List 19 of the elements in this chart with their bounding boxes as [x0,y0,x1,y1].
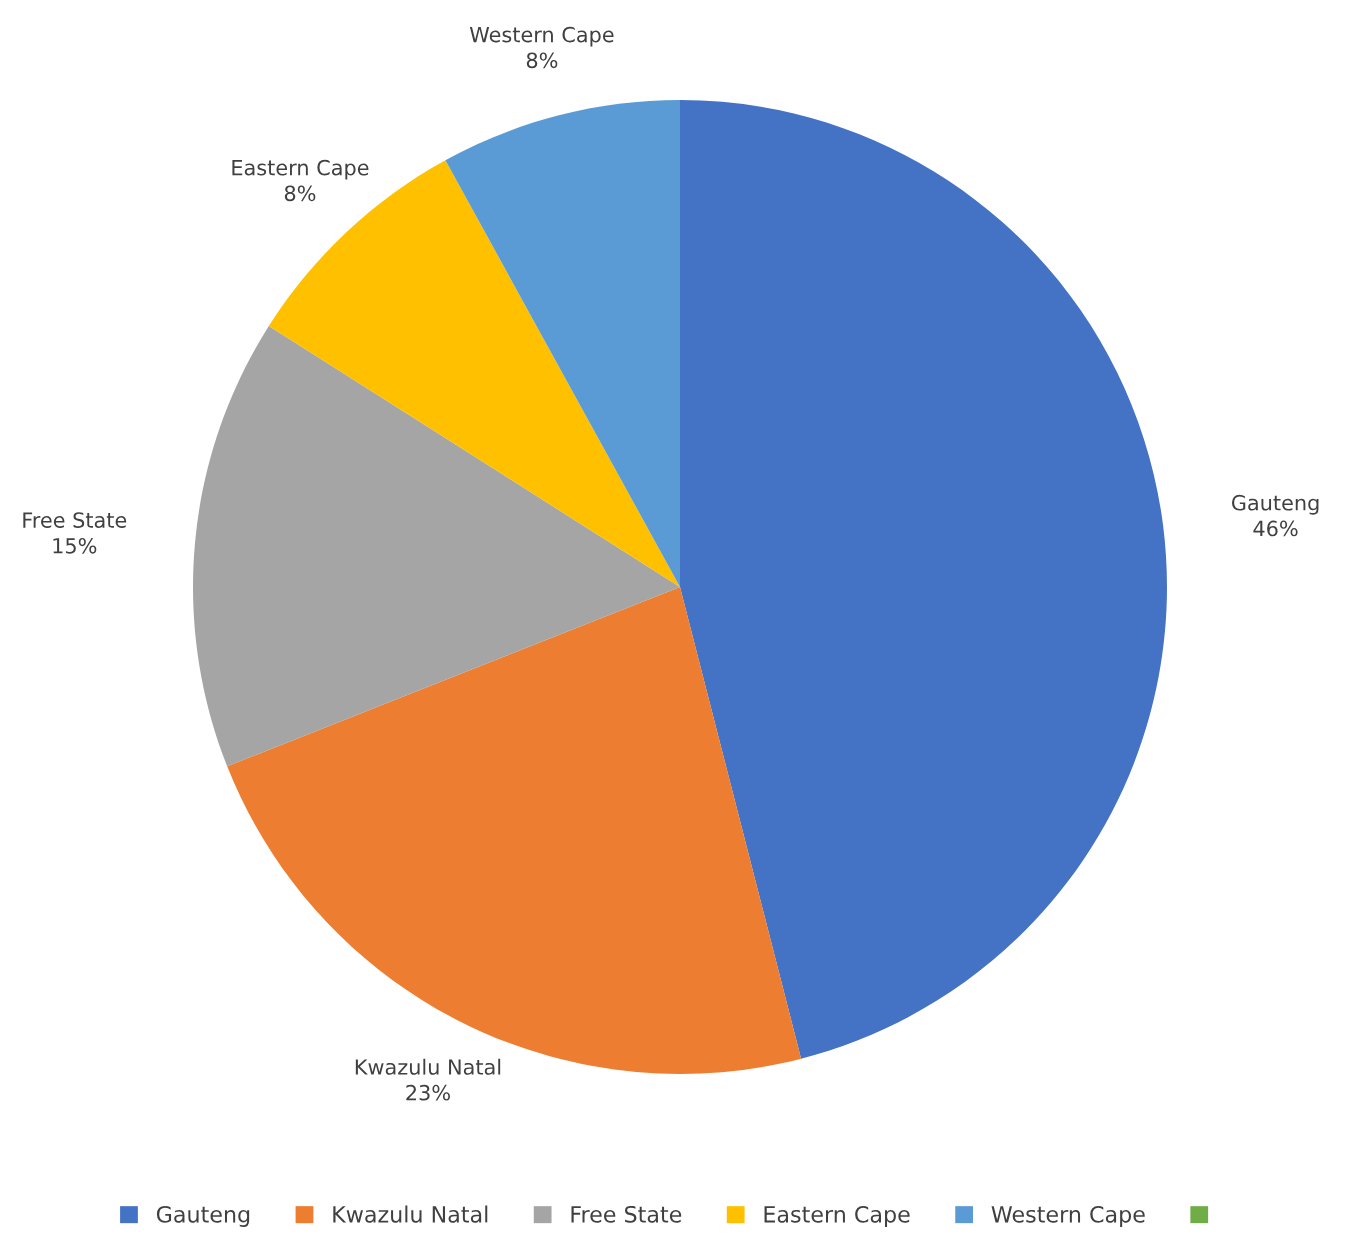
legend-label: Free State [571,1205,682,1223]
pie-slice [193,326,680,767]
data-label: 23% [406,1084,450,1101]
slice-label: Kwazulu Natal [355,1058,501,1075]
legend-label: Western Cape [991,1205,1145,1227]
data-label: 8% [284,185,316,202]
pie-slice [227,587,802,1074]
slice-label: Gauteng [1231,494,1319,515]
legend-label: Gauteng [156,1205,250,1227]
legend-label: Kwazulu Natal [333,1205,488,1223]
pie-slice [680,100,1167,1059]
pie-slice [445,100,680,587]
data-label: 8% [526,52,558,69]
slice-label: Eastern Cape [232,159,369,180]
slice-label: Western Cape [469,26,614,47]
data-label: 15% [53,537,97,554]
legend-label: Eastern Cape [764,1205,910,1227]
data-label: 46% [1253,520,1298,537]
slice-label: Free State [23,512,127,528]
